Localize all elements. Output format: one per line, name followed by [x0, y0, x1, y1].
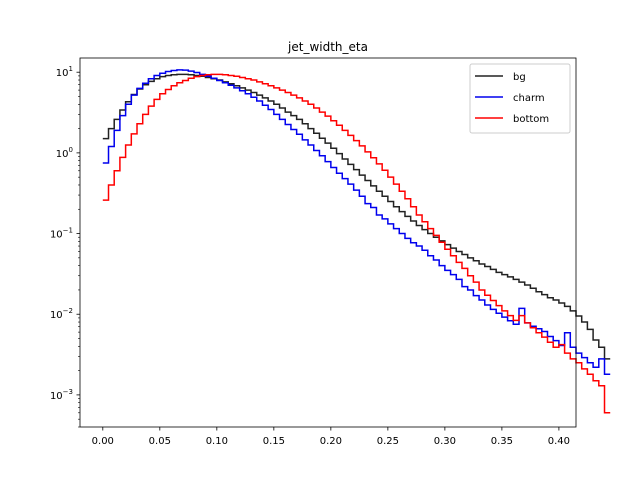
- series-line-bottom: [102, 73, 611, 414]
- legend-box: [469, 63, 571, 134]
- axes-layer: 0.00 0.05 0.10 0.15 0.20 0.25 0.30 0.35 0.40 10−3…: [50, 57, 577, 447]
- y-tick-label: 100: [56, 146, 73, 160]
- x-tick-label: 0.30: [434, 436, 456, 447]
- x-tick-label: 0.20: [320, 436, 342, 447]
- legend: bg charm bottom: [469, 63, 571, 134]
- x-tick-label: 0.10: [206, 436, 228, 447]
- y-tick-label: 10−3: [50, 388, 73, 402]
- x-tick-label: 0.35: [491, 436, 513, 447]
- y-tick-label: 10−2: [50, 307, 73, 321]
- x-tick-label: 0.25: [377, 436, 399, 447]
- x-tick-label: 0.40: [548, 436, 570, 447]
- series-line-bg: [102, 73, 611, 360]
- chart-title: jet_width_eta: [287, 40, 368, 54]
- x-tick-label: 0.00: [92, 436, 114, 447]
- y-tick-label: 10−1: [50, 227, 73, 241]
- y-tick-label: 101: [56, 65, 73, 79]
- series-layer: [102, 69, 611, 414]
- legend-label-bg: bg: [513, 72, 526, 83]
- x-tick-label: 0.05: [149, 436, 171, 447]
- legend-label-charm: charm: [513, 93, 545, 104]
- plot-frame: [79, 57, 577, 428]
- legend-label-bottom: bottom: [513, 114, 549, 125]
- x-tick-label: 0.15: [263, 436, 285, 447]
